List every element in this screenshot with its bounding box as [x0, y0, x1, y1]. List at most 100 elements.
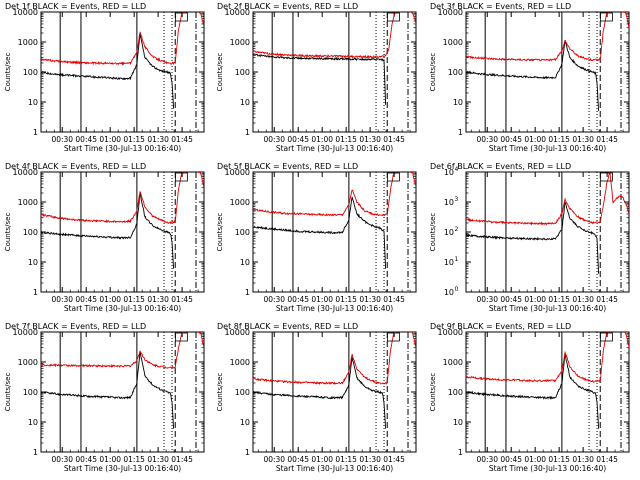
series-events — [253, 196, 387, 269]
panel-title: Det 6f BLACK = Events, RED = LLD — [430, 162, 571, 171]
y-tick-label: 10000 — [438, 328, 463, 337]
y-tick-exponent: 4 — [455, 166, 459, 173]
series-events — [466, 201, 600, 274]
y-tick-label: 10 — [444, 228, 454, 237]
x-tick-label: 00:30 — [51, 295, 73, 304]
x-tick-label: 01:15 — [548, 135, 570, 144]
saturation-marker — [387, 12, 400, 22]
x-tick-label: 00:45 — [287, 295, 309, 304]
y-tick-label: 10000 — [13, 328, 38, 337]
x-axis-label: Start Time (30-Jul-13 00:16:40) — [276, 304, 393, 313]
x-tick-label: 00:30 — [263, 295, 285, 304]
y-tick-label: 1000 — [18, 38, 38, 47]
x-tick-label: 00:30 — [51, 135, 73, 144]
y-axis: 1 10 100 1000 10000 — [438, 328, 629, 457]
x-axis-label: Start Time (30-Jul-13 00:16:40) — [64, 304, 181, 313]
panel-det-5f: Det 5f BLACK = Events, RED = LLD 1 10 100 10… — [216, 162, 417, 313]
x-tick-label: 00:45 — [287, 135, 309, 144]
y-tick-label: 10 — [28, 98, 38, 107]
x-axis-label: Start Time (30-Jul-13 00:16:40) — [489, 464, 606, 473]
y-axis-label: Counts/sec — [216, 53, 224, 92]
time-markers — [484, 172, 622, 292]
series-lld — [253, 12, 416, 59]
y-tick-label: 10 — [444, 288, 454, 297]
x-tick-label: 01:30 — [147, 135, 169, 144]
x-tick-label: 01:15 — [123, 295, 145, 304]
series-lld — [466, 12, 629, 62]
panel-det-8f: Det 8f BLACK = Events, RED = LLD 1 10 100 10… — [216, 322, 417, 473]
y-axis-label: Counts/sec — [4, 213, 12, 252]
x-axis: 00:30 00:45 01:00 01:15 01:30 01:45 — [470, 172, 624, 304]
panel-title: Det 8f BLACK = Events, RED = LLD — [217, 322, 358, 331]
time-markers — [59, 332, 197, 452]
time-markers — [59, 172, 197, 292]
saturation-marker — [175, 332, 188, 342]
time-markers — [484, 12, 622, 132]
series-events — [466, 39, 600, 112]
x-tick-label: 01:30 — [572, 135, 594, 144]
x-axis: 00:30 00:45 01:00 01:15 01:30 01:45 — [470, 332, 624, 464]
x-axis: 00:30 00:45 01:00 01:15 01:30 01:45 — [45, 332, 199, 464]
y-tick-label: 1 — [33, 128, 38, 137]
y-tick-exponent: 2 — [455, 226, 459, 233]
y-tick-exponent: 1 — [455, 256, 459, 263]
x-axis-label: Start Time (30-Jul-13 00:16:40) — [276, 464, 393, 473]
y-tick-label: 10 — [453, 418, 463, 427]
panel-title: Det 4f BLACK = Events, RED = LLD — [5, 162, 146, 171]
x-tick-label: 01:15 — [548, 455, 570, 464]
y-axis-label: Counts/sec — [216, 373, 224, 412]
x-axis: 00:30 00:45 01:00 01:15 01:30 01:45 — [45, 12, 199, 144]
series-lld — [466, 332, 629, 383]
y-tick-label: 1000 — [443, 38, 463, 47]
y-tick-label: 10 — [444, 168, 454, 177]
x-axis-label: Start Time (30-Jul-13 00:16:40) — [64, 464, 181, 473]
x-tick-label: 01:00 — [524, 455, 546, 464]
y-tick-label: 100 — [235, 228, 250, 237]
plot-frame — [465, 331, 630, 453]
y-tick-label: 1000 — [230, 198, 250, 207]
x-tick-label: 01:30 — [147, 295, 169, 304]
y-axis: 1 10 100 1000 10000 — [13, 8, 204, 137]
panel-det-4f: Det 4f BLACK = Events, RED = LLD 1 10 100 10… — [4, 162, 205, 313]
x-axis: 00:30 00:45 01:00 01:15 01:30 01:45 — [45, 172, 199, 304]
series-events — [41, 34, 175, 109]
x-axis-label: Start Time (30-Jul-13 00:16:40) — [276, 144, 393, 153]
y-tick-label: 1000 — [230, 358, 250, 367]
panel-title: Det 3f BLACK = Events, RED = LLD — [430, 2, 571, 11]
x-tick-label: 01:30 — [572, 295, 594, 304]
x-axis: 00:30 00:45 01:00 01:15 01:30 01:45 — [257, 332, 411, 464]
y-tick-label: 10000 — [225, 8, 250, 17]
plot-frame — [40, 331, 205, 453]
y-tick-label: 10 — [28, 418, 38, 427]
series-events — [41, 192, 175, 269]
x-tick-label: 01:30 — [572, 455, 594, 464]
panel-det-7f: Det 7f BLACK = Events, RED = LLD 1 10 100 10… — [4, 322, 205, 473]
x-tick-label: 01:15 — [335, 295, 357, 304]
y-tick-label: 10 — [444, 258, 454, 267]
x-tick-label: 01:30 — [359, 135, 381, 144]
x-tick-label: 01:15 — [123, 135, 145, 144]
panel-title: Det 5f BLACK = Events, RED = LLD — [217, 162, 358, 171]
x-tick-label: 01:00 — [311, 295, 333, 304]
y-tick-label: 10 — [444, 198, 454, 207]
y-tick-label: 1 — [245, 448, 250, 457]
x-tick-label: 01:15 — [123, 455, 145, 464]
y-tick-label: 10000 — [13, 168, 38, 177]
x-tick-label: 01:30 — [147, 455, 169, 464]
saturation-marker — [175, 12, 188, 22]
series-events — [466, 354, 600, 429]
x-tick-label: 01:30 — [359, 455, 381, 464]
panel-title: Det 7f BLACK = Events, RED = LLD — [5, 322, 146, 331]
y-axis: 1 10 100 1000 10000 — [225, 168, 416, 297]
y-tick-label: 100 — [23, 68, 38, 77]
x-tick-label: 01:00 — [99, 135, 121, 144]
x-tick-label: 00:45 — [500, 455, 522, 464]
panel-title: Det 2f BLACK = Events, RED = LLD — [217, 2, 358, 11]
y-tick-label: 100 — [448, 388, 463, 397]
x-tick-label: 00:45 — [75, 295, 97, 304]
x-tick-label: 01:45 — [596, 295, 618, 304]
y-tick-label: 100 — [448, 68, 463, 77]
y-tick-label: 10 — [240, 258, 250, 267]
y-tick-label: 1 — [245, 128, 250, 137]
